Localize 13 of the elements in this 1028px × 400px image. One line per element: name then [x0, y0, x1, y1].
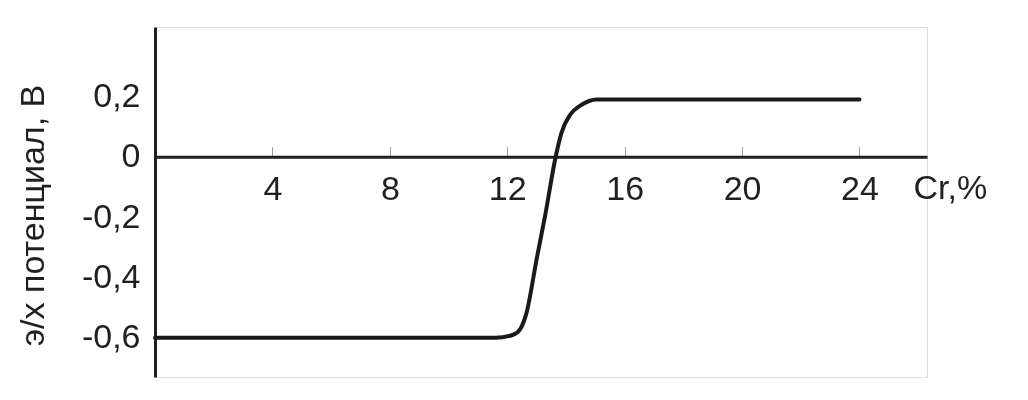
x-tick-label: 20 — [723, 169, 762, 208]
x-tick-label: 4 — [263, 169, 283, 208]
x-tick-label: 12 — [488, 169, 527, 208]
y-tick-label: -0,6 — [81, 317, 141, 356]
x-axis-title: Cr,% — [913, 168, 988, 207]
y-axis-title: э/х потенциал, В — [12, 84, 51, 347]
x-tick-label: 8 — [380, 169, 400, 208]
y-tick-label: -0,4 — [81, 256, 141, 295]
y-tick-label: -0,2 — [81, 196, 141, 235]
y-tick-label: 0,2 — [93, 75, 141, 114]
y-tick-label: 0 — [121, 136, 141, 175]
x-tick-label: 16 — [606, 169, 645, 208]
x-tick-label: 24 — [841, 169, 879, 208]
